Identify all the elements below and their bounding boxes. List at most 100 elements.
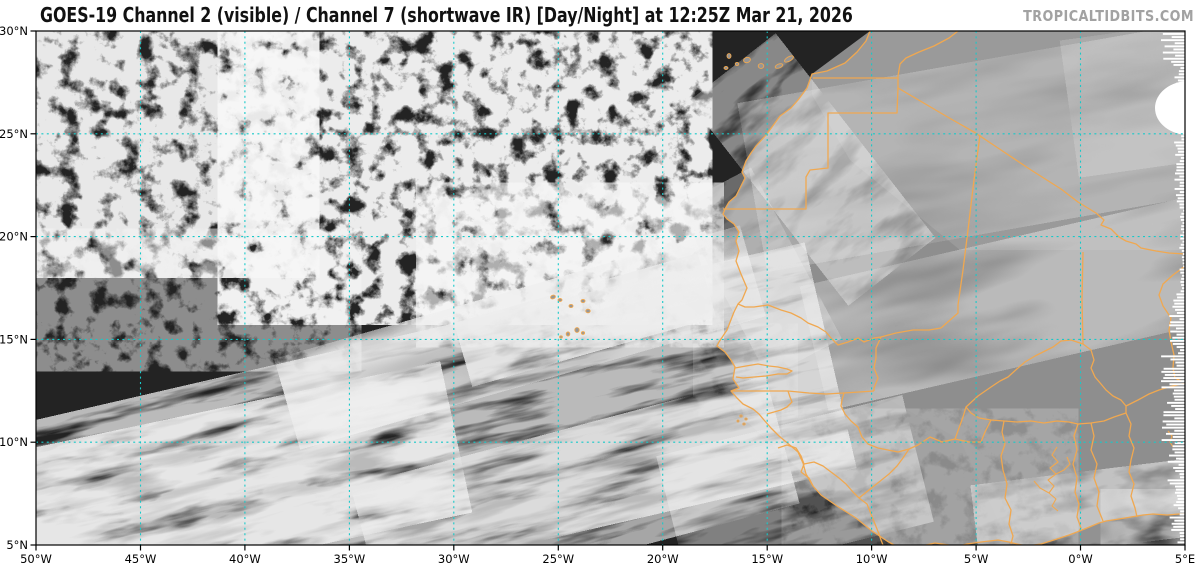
scan-stripe [1179,181,1185,184]
scan-stripe [1180,157,1185,159]
island-cape_verde-0 [550,294,556,300]
scan-stripe [1176,200,1185,203]
scan-stripe [1181,225,1185,228]
scan-stripe [1182,262,1185,265]
scan-stripe [1169,454,1185,457]
scan-stripe [1161,370,1185,373]
scan-stripe [1173,299,1185,302]
scan-stripe [1174,417,1185,420]
scan-stripe [1175,408,1185,410]
scan-stripe [1179,532,1185,534]
island-bijagos-0 [739,414,743,418]
grid-lines [36,31,1185,545]
island-canary-6 [723,66,729,70]
map-border-frame [35,30,1186,546]
scan-stripe [1172,305,1185,308]
scan-stripe [1177,79,1185,82]
border-guinea-bissau [766,390,793,415]
lon-label: 15°W [751,552,783,566]
border-liberia-cote-divoire [858,497,884,545]
lake-volta-west-branch [1033,480,1050,494]
island-cape_verde-4 [585,308,591,314]
lake-volta-east-branch [1055,456,1071,475]
island-bijagos-1 [744,417,748,421]
scan-stripe [1174,451,1185,454]
scan-stripe [1162,51,1185,54]
scan-stripe [1181,284,1185,286]
lat-label: 15°N [0,332,28,346]
scan-edge-artifact [1155,33,1185,544]
scan-stripe [1175,172,1185,175]
scan-stripe [1174,398,1185,401]
scan-stripe [1163,57,1185,60]
scan-stripe [1169,383,1185,386]
border-burkina-northwest [954,339,1084,440]
lon-label: 30°W [438,552,470,566]
scan-stripe [1176,333,1185,336]
border-sierra-leone-guinea [777,444,805,473]
scan-stripe [1183,209,1185,212]
scan-stripe [1171,36,1185,38]
scan-stripe [1176,163,1185,166]
scan-stripe [1182,222,1185,224]
scan-stripe [1181,212,1185,215]
border-senegal-river-mauritania [737,303,942,346]
border-guinea-cote-divoire [858,448,910,499]
scan-stripe [1181,287,1185,290]
scan-stripe [1172,445,1185,448]
scan-stripe [1170,358,1185,361]
scan-stripe [1178,73,1185,76]
scan-stripe [1164,374,1185,376]
lake-volta-main [1047,446,1059,512]
lon-label: 10°W [856,552,888,566]
coastline-gulf-of-guinea [925,513,1185,545]
lon-label: 45°W [125,552,157,566]
scan-stripe [1169,324,1185,327]
scan-stripe [1173,467,1185,469]
scan-stripe [1177,498,1185,500]
scan-stripe [1163,377,1185,379]
scan-stripe [1176,501,1185,503]
scan-stripe [1180,271,1185,274]
scan-stripe [1173,48,1185,51]
border-cote-divoire-burkina-west [954,419,992,443]
scan-stripe [1164,45,1185,48]
border-morocco-algeria [897,31,959,88]
border-niger-burkina-benin-east [1082,343,1127,413]
scan-stripe [1180,538,1185,541]
scan-stripe [1180,234,1185,237]
scan-stripe [1180,237,1185,240]
scan-stripe [1161,380,1185,383]
border-cote-divoire-ghana [1000,420,1014,545]
scan-stripe [1176,494,1185,497]
lon-label: 50°W [20,552,52,566]
scan-stripe [1161,439,1185,441]
scan-stripe [1163,367,1185,370]
image-title: GOES-19 Channel 2 (visible) / Channel 7 … [40,3,853,27]
map-frame [35,30,1186,546]
scan-stripe [1181,138,1185,141]
scan-stripe [1180,67,1185,69]
scan-stripe [1171,522,1185,525]
scan-stripe [1171,60,1185,63]
scan-stripe [1176,364,1185,367]
scan-stripe [1175,327,1185,330]
scan-stripe [1175,308,1185,311]
scan-stripe [1170,339,1185,342]
scan-stripe [1172,448,1185,451]
scan-stripe [1175,54,1185,57]
cloud-cumulus-west-sparse [36,235,346,365]
scan-stripe [1163,414,1185,417]
scan-stripe [1180,535,1185,538]
island-canary-4 [734,61,740,67]
border-senegal-south [731,390,875,395]
scan-stripe [1174,302,1185,305]
scan-stripe [1172,436,1185,438]
scan-stripe [1178,70,1185,73]
cloud-band-mali [819,204,1185,401]
island-canary-0 [784,55,794,63]
scan-stripe [1177,296,1185,299]
border-nigeria-east-edge [1191,383,1193,432]
scan-stripe [1178,507,1185,510]
